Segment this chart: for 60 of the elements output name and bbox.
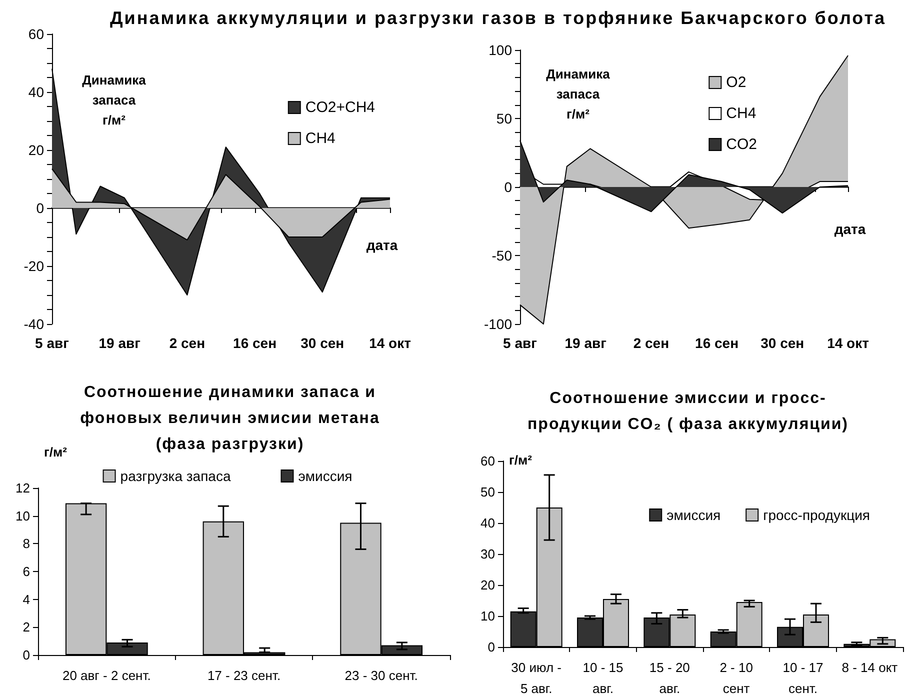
legend-label: CO2 (726, 136, 757, 153)
y-axis-title: г/м² (509, 452, 533, 468)
x-tick-label: 5 авг (35, 335, 70, 351)
legend-label: эмиссия (666, 507, 721, 523)
x-tick-label: 2 - 10 сент (720, 660, 753, 696)
x-tick-label: 10 - 15 авг. (582, 660, 624, 696)
y-tick-label: 8 (22, 536, 30, 552)
y-tick-label: -100 (484, 316, 512, 332)
chart-title: Соотношение динамики запаса и фоновых величин эмисии метана (фаза разгрузки) (79, 383, 381, 455)
y-tick-label: 20 (28, 142, 44, 158)
y-tick-label: 0 (504, 179, 512, 195)
y-tick-label: 12 (16, 480, 30, 496)
x-tick-label: 5 авг (503, 335, 538, 351)
chart-title: Соотношение эмиссии и гросс-продукции CO₂ ( фаза аккумуляции) (526, 389, 850, 435)
x-tick-label: 16 сен (695, 335, 739, 351)
y-tick-label: 100 (488, 42, 512, 58)
legend-label: CH4 (726, 105, 756, 122)
x-tick-label: 10 - 17 сент. (782, 660, 824, 696)
x-tick-label: 30 сен (300, 335, 344, 351)
x-tick-label: 19 авг (564, 335, 607, 351)
x-tick-label: 8 - 14 окт (842, 660, 898, 675)
x-tick-label: 19 авг (98, 335, 141, 351)
y-tick-label: -20 (24, 258, 44, 274)
x-tick-label: 14 окт (827, 335, 870, 351)
legend-label: эмиссия (298, 468, 352, 484)
y-tick-label: 40 (480, 516, 495, 530)
y-tick-label: 50 (480, 484, 495, 500)
x-tick-label: 23 - 30 сент. (344, 668, 418, 683)
y-tick-label: 20 (480, 578, 495, 592)
y-tick-label: 0 (22, 648, 30, 662)
y-tick-label: 4 (22, 592, 30, 607)
legend-label: разгрузка запаса (120, 468, 231, 484)
y-tick-label: 40 (28, 84, 44, 100)
x-tick-label: 14 окт (369, 335, 412, 351)
legend-label: гросс-продукция (763, 507, 870, 523)
y-tick-label: 10 (16, 508, 30, 524)
x-tick-label: 20 авг - 2 сент. (62, 668, 151, 683)
x-tick-label: 30 сен (760, 335, 804, 351)
x-tick-label: 2 сен (633, 335, 670, 351)
x-tick-label: 16 сен (233, 335, 277, 351)
x-tick-label: 15 - 20 авг. (649, 660, 690, 696)
text: Динамика аккумуляции и разгрузки газов в торфянике Бакчарского болота (108, 7, 888, 30)
y-tick-label: 60 (28, 26, 44, 42)
x-tick-label: 2 сен (169, 335, 206, 351)
y-tick-label: 60 (480, 454, 495, 468)
y-tick-label: 6 (22, 564, 30, 579)
y-axis-title: г/м² (44, 444, 68, 460)
x-tick-label: 17 - 23 сент. (207, 668, 281, 683)
y-tick-label: 0 (488, 640, 495, 654)
legend-label: O2 (726, 74, 746, 91)
y-tick-label: 2 (22, 620, 30, 635)
x-tick-label: 30 июл - 5 авг. (511, 660, 562, 696)
y-tick-label: -50 (492, 248, 512, 264)
y-tick-label: 10 (480, 608, 495, 624)
y-tick-label: 0 (36, 200, 44, 216)
x-axis-title: дата (834, 221, 866, 237)
y-tick-label: 50 (496, 110, 512, 126)
y-tick-label: 30 (480, 546, 495, 562)
y-axis-title: Динамика запаса г/м² (546, 66, 611, 122)
y-tick-label: -40 (24, 316, 44, 332)
